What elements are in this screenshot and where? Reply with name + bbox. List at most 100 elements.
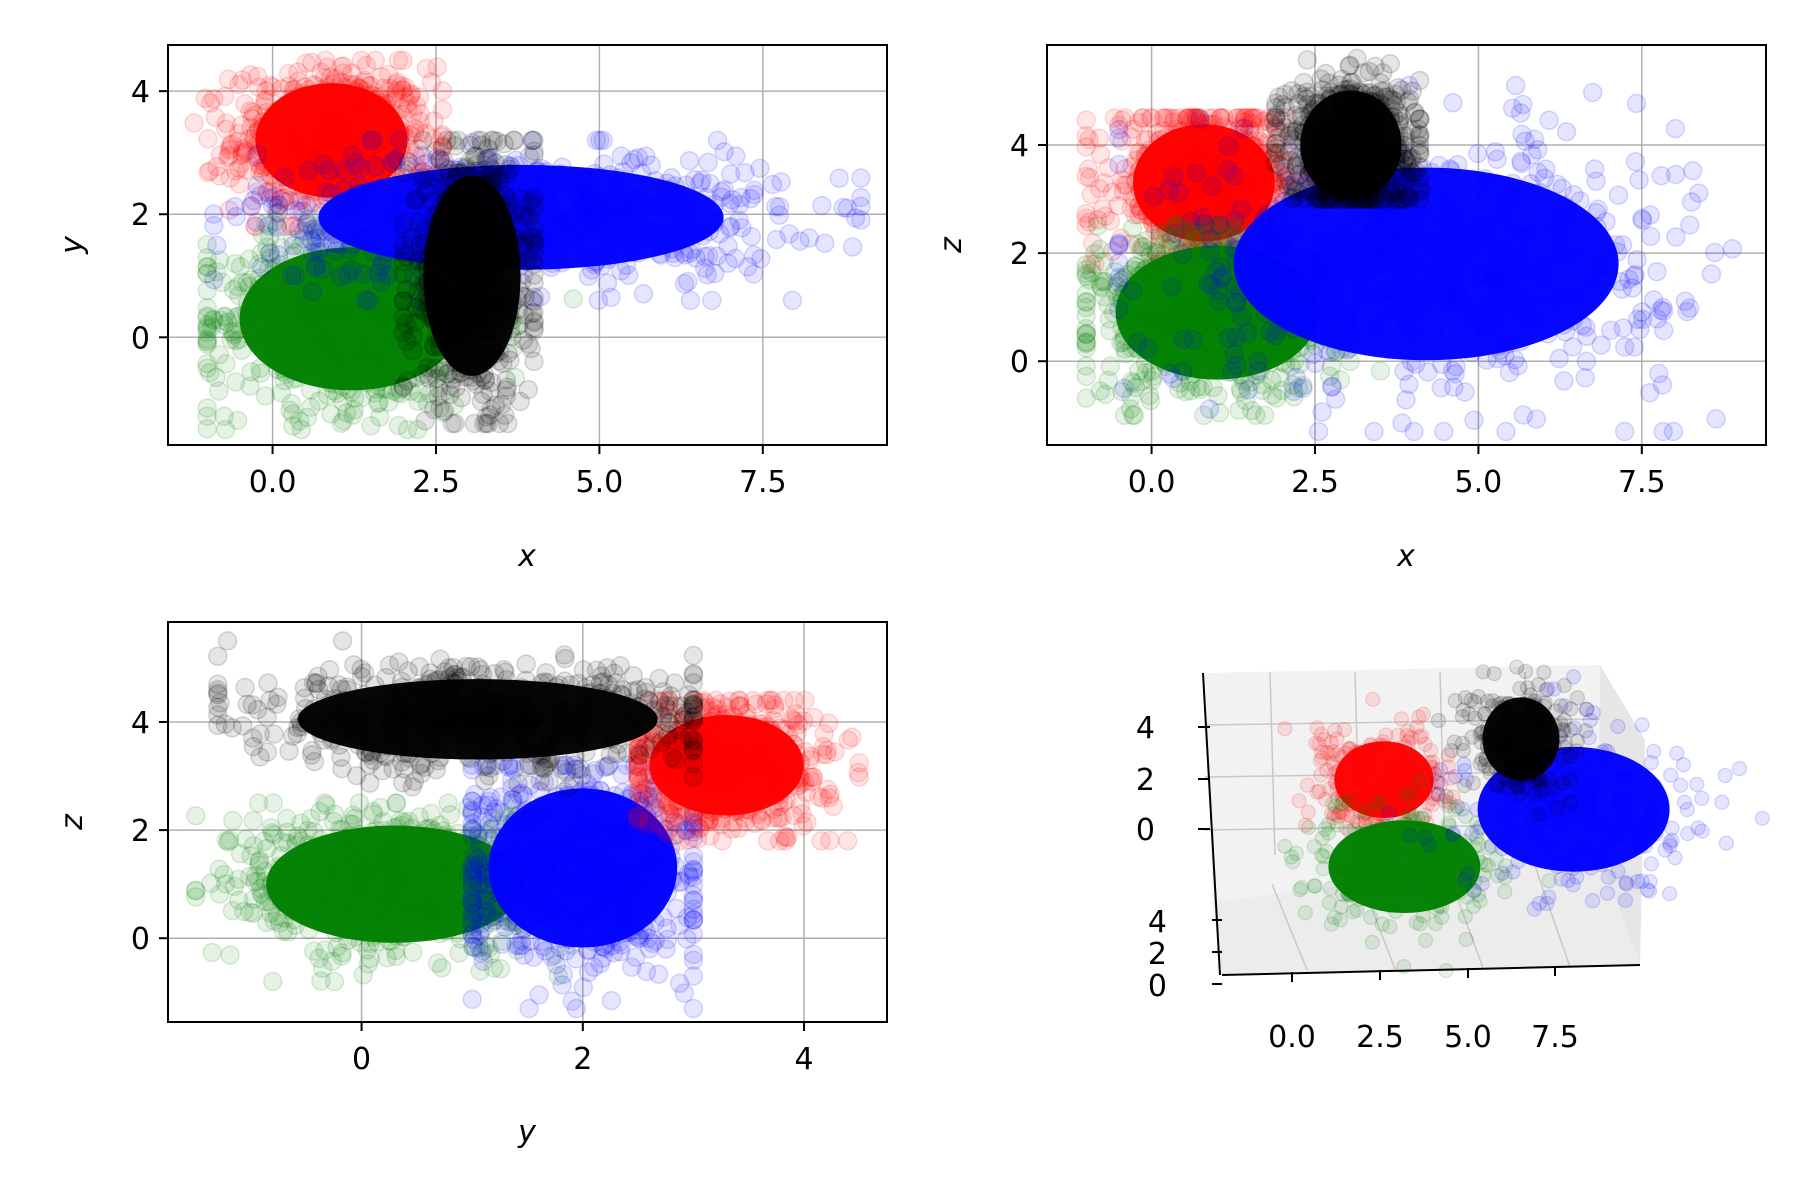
- scatter-point: [409, 87, 430, 107]
- scatter-point: [391, 383, 411, 404]
- scatter-point: [1233, 118, 1254, 139]
- scatter-point: [223, 280, 244, 300]
- scatter-point: [424, 129, 444, 150]
- scatter-point: [302, 281, 323, 302]
- scatter-point: [401, 85, 421, 105]
- scatter-point: [1706, 409, 1726, 429]
- scatter-point: [432, 383, 453, 403]
- scatter-point: [1202, 176, 1223, 196]
- scatter-point: [386, 81, 407, 101]
- scatter-point: [1582, 82, 1603, 103]
- scatter-point: [429, 150, 450, 170]
- scatter-point: [1364, 421, 1384, 442]
- tick-label-x: 5.0: [576, 465, 624, 500]
- scatter-point: [1114, 378, 1134, 399]
- scatter-point: [1109, 299, 1129, 320]
- scatter-point: [197, 406, 217, 426]
- scatter-point: [249, 254, 269, 274]
- scatter-point: [393, 264, 414, 284]
- scatter-point: [221, 329, 241, 350]
- scatter-point: [1218, 136, 1239, 156]
- scatter-point: [1076, 388, 1096, 408]
- scatter-point: [1232, 307, 1252, 328]
- scatter-point: [227, 410, 248, 431]
- tick-label-x: 0.0: [249, 465, 297, 500]
- scatter-point: [204, 88, 224, 109]
- scatter-point: [1303, 344, 1323, 365]
- scatter-point: [241, 196, 262, 217]
- scatter-point: [204, 215, 224, 236]
- scatter-point: [243, 102, 263, 123]
- scatter-point: [259, 75, 280, 96]
- scatter-point: [218, 147, 238, 168]
- scatter-point: [697, 264, 717, 285]
- scatter-point: [344, 388, 365, 408]
- scatter-point: [1209, 280, 1229, 301]
- scatter-point: [247, 144, 268, 165]
- scatter-point: [1200, 229, 1221, 249]
- scatter-point: [240, 376, 260, 396]
- scatter-point: [406, 96, 427, 116]
- scatter-point: [232, 145, 252, 166]
- scatter-point: [245, 216, 266, 237]
- scatter-point: [433, 402, 453, 423]
- scatter-point: [291, 419, 312, 440]
- scatter-point: [219, 145, 239, 166]
- scatter-point: [1165, 223, 1185, 244]
- scatter-point: [315, 50, 336, 71]
- scatter-point: [524, 197, 544, 217]
- scatter-point: [416, 58, 437, 79]
- scatter-point: [333, 56, 354, 76]
- scatter-point: [216, 113, 237, 134]
- scatter-point: [1496, 421, 1516, 442]
- scatter-point: [356, 290, 376, 311]
- scatter-point: [427, 368, 447, 389]
- scatter-point: [1434, 421, 1454, 442]
- scatter-point: [204, 269, 224, 290]
- scatter-point: [1076, 331, 1096, 352]
- scatter-point: [214, 306, 234, 327]
- scatter-point: [769, 197, 790, 217]
- scatter-point: [424, 111, 444, 131]
- scatter-point: [284, 216, 305, 236]
- scatter-point: [1122, 281, 1143, 301]
- tick-label-y: 0: [131, 321, 150, 356]
- scatter-point: [198, 162, 218, 183]
- scatter-point: [437, 364, 458, 384]
- scatter-point: [229, 74, 249, 95]
- scatter-point: [524, 351, 544, 372]
- scatter-point: [197, 257, 218, 277]
- scatter-point: [833, 197, 853, 218]
- scatter-point: [1181, 212, 1201, 232]
- scatter-point: [325, 241, 346, 261]
- scatter-point: [524, 141, 544, 162]
- scatter-point: [205, 107, 226, 127]
- scatter-point: [256, 90, 276, 111]
- scatter-point: [311, 62, 331, 82]
- scatter-point: [1584, 159, 1605, 179]
- scatter-point: [1464, 410, 1484, 431]
- scatter-point: [1186, 163, 1207, 183]
- scatter-point: [302, 52, 322, 73]
- scatter-point: [209, 344, 229, 365]
- scatter-point: [237, 160, 257, 181]
- scatter-point: [563, 289, 584, 309]
- scatter-point: [251, 243, 272, 263]
- scatter-point: [408, 138, 428, 159]
- scatter-point: [593, 130, 613, 151]
- scatter-point: [220, 135, 241, 155]
- scatter-point: [1632, 302, 1652, 322]
- scatter-point: [1485, 141, 1506, 162]
- scatter-point: [247, 66, 268, 87]
- scatter-point: [601, 287, 621, 308]
- scatter-point: [393, 376, 414, 397]
- scatter-point: [405, 146, 426, 166]
- scatter-point: [1511, 151, 1531, 172]
- scatter-point: [246, 182, 267, 203]
- scatter-point: [296, 53, 316, 73]
- scatter-point: [722, 189, 742, 210]
- scatter-point: [281, 216, 301, 237]
- scatter-point: [464, 146, 485, 167]
- scatter-point: [1081, 184, 1102, 205]
- scatter-point: [1190, 109, 1210, 129]
